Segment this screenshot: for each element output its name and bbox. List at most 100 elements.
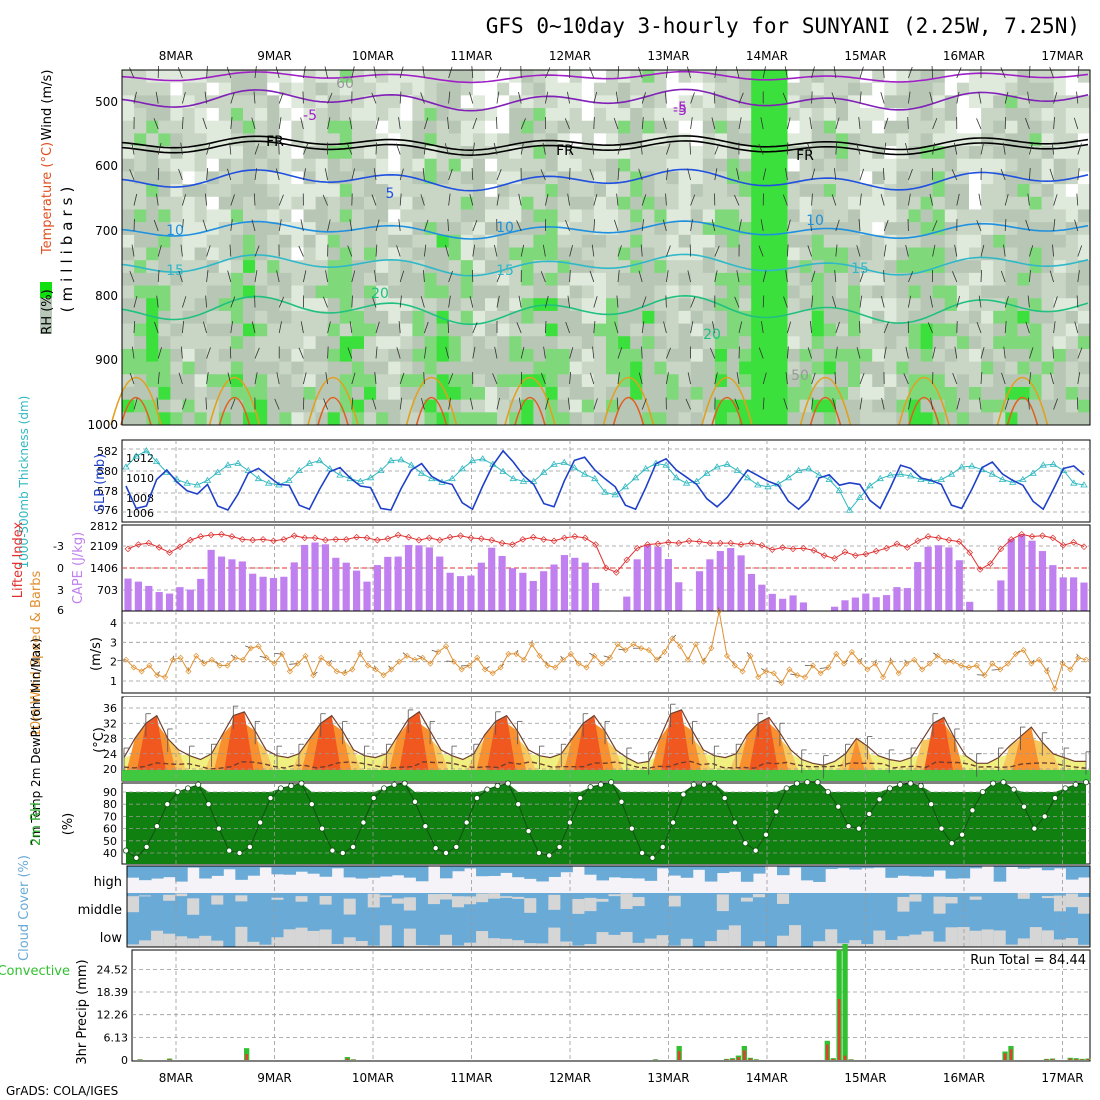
wind-barb xyxy=(424,142,426,155)
wind-barb xyxy=(762,66,766,79)
cloud-low-gap xyxy=(777,935,790,947)
rh-cell xyxy=(243,323,256,337)
rh-cell xyxy=(920,285,934,299)
rh-cell xyxy=(666,95,680,109)
wind-barb xyxy=(664,91,667,104)
cloud-low-gap xyxy=(259,944,272,947)
rh-cell xyxy=(509,336,522,350)
wind-barb xyxy=(831,194,837,206)
rh-cell xyxy=(243,310,256,325)
wind-barb xyxy=(976,321,982,334)
cape-bar xyxy=(914,562,922,611)
rh-cell xyxy=(182,234,196,248)
rh-cell xyxy=(412,310,425,325)
rh-cell xyxy=(908,260,922,274)
rh-point xyxy=(360,819,367,826)
rh-cell xyxy=(134,82,147,96)
wind-barb xyxy=(858,321,861,334)
li-point xyxy=(696,538,703,545)
wind-barb xyxy=(347,143,353,155)
li-point xyxy=(831,555,838,562)
rh-cell xyxy=(1017,133,1030,147)
rh-cell xyxy=(993,196,1006,210)
rh-cell xyxy=(569,82,583,96)
rh-cell xyxy=(218,184,232,198)
rh-cell xyxy=(606,196,619,210)
rh-cell xyxy=(835,95,849,109)
rh-cell xyxy=(460,196,474,210)
rh-cell xyxy=(569,285,583,299)
cape-bar xyxy=(633,559,641,611)
rh-cell xyxy=(702,158,716,172)
li-point xyxy=(665,539,672,546)
cloud-low-gap xyxy=(163,933,176,947)
rh-cell xyxy=(835,120,849,134)
rh-cell xyxy=(485,260,498,274)
cloud-mid-gap xyxy=(1041,896,1055,899)
rh-cell xyxy=(448,222,462,236)
rh-cell xyxy=(956,399,970,413)
rh-cell xyxy=(485,298,498,312)
rh-cell xyxy=(593,336,607,350)
wind-barb xyxy=(448,168,453,181)
cape-bar xyxy=(540,571,548,611)
rh-cell xyxy=(279,260,292,274)
wind-barb xyxy=(1029,66,1031,79)
rh-cell xyxy=(702,70,716,84)
wind-barb xyxy=(662,117,667,130)
wind-barb xyxy=(811,397,814,410)
rh-cell xyxy=(606,374,619,388)
rh-cell xyxy=(218,70,232,84)
wind-speed-point xyxy=(325,660,332,667)
rh-cell xyxy=(981,323,994,337)
wind-barb xyxy=(932,346,936,359)
rh-cell xyxy=(775,247,788,261)
rh-cell xyxy=(315,310,329,325)
thickness-point xyxy=(733,466,742,473)
legend-temperature: Temperature (°C) xyxy=(40,142,55,255)
rh-cell xyxy=(581,158,595,172)
rh-cell xyxy=(279,120,292,134)
rh-cell xyxy=(654,108,667,122)
rh-cell xyxy=(835,133,849,147)
rh-cell xyxy=(714,399,728,413)
rh-cell xyxy=(291,222,304,236)
wind-barb xyxy=(545,67,551,79)
isotherm-line xyxy=(121,253,1089,277)
wind-speed-point xyxy=(841,660,848,667)
rh-cell xyxy=(775,184,788,198)
rh-point xyxy=(525,828,532,835)
rh-cell xyxy=(400,209,413,223)
rh-cell xyxy=(763,374,776,388)
rh-cell xyxy=(787,196,801,210)
rh-cell xyxy=(775,323,788,337)
wind-barb xyxy=(834,168,837,181)
rh-cell xyxy=(1029,209,1043,223)
rh-cell xyxy=(884,146,897,160)
rh-cell xyxy=(799,146,813,160)
rh-cell xyxy=(267,310,280,325)
rh-cell xyxy=(860,133,873,147)
wind-speed-point xyxy=(364,662,371,669)
rh-cell xyxy=(763,399,776,413)
rh-cell xyxy=(400,336,413,350)
cloud-high xyxy=(680,866,694,878)
rh-cell xyxy=(279,209,292,223)
thickness-point xyxy=(428,474,436,482)
wind-speed-point xyxy=(513,650,520,657)
rh-cell xyxy=(230,298,244,312)
rh-cell xyxy=(388,272,401,287)
rh-cell xyxy=(497,222,510,236)
wind-speed-point xyxy=(981,672,988,679)
rh-cell xyxy=(146,348,159,363)
wind-barb xyxy=(545,295,549,308)
rh-cell xyxy=(267,260,280,274)
wind-barb xyxy=(1004,296,1009,308)
wind-barb xyxy=(1004,193,1009,206)
rh-cell xyxy=(944,336,958,350)
rh-cell xyxy=(134,374,147,388)
rh-cell xyxy=(545,196,559,210)
rh-cell xyxy=(472,374,486,388)
wind-barb xyxy=(542,244,546,257)
contour-label: 15 xyxy=(166,263,184,279)
